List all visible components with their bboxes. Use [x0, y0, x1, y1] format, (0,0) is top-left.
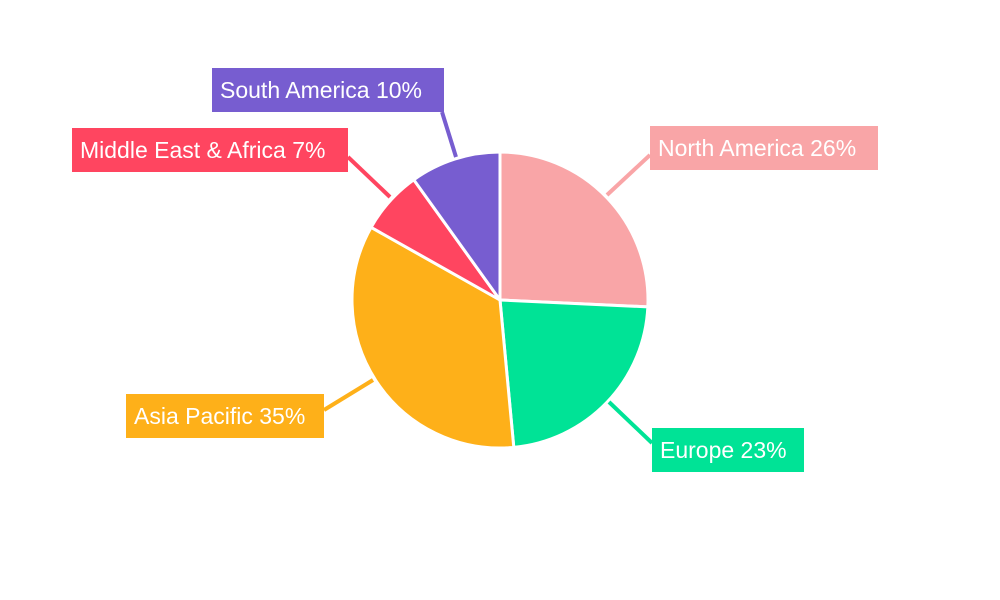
data-label-middle-east-africa: Middle East & Africa 7%: [80, 137, 325, 163]
pie-slice-europe: [498, 298, 650, 449]
label-box-asia-pacific: [126, 394, 324, 438]
label-box-north-america: [650, 126, 878, 170]
data-label-north-america: North America 26%: [658, 135, 856, 161]
data-label-asia-pacific: Asia Pacific 35%: [134, 403, 305, 429]
leader-line-asia-pacific: [322, 378, 375, 412]
pie-slice-south-america: [412, 150, 502, 302]
leader-line-south-america: [440, 111, 458, 158]
pie-slice-asia-pacific: [350, 225, 516, 450]
leader-line-europe: [607, 400, 654, 445]
pie-slice-north-america: [498, 150, 650, 309]
leader-line-north-america: [605, 153, 652, 197]
label-box-middle-east-africa: [72, 128, 348, 172]
data-label-south-america: South America 10%: [220, 77, 422, 103]
label-box-europe: [652, 428, 804, 472]
leader-line-middle-east-africa: [346, 155, 392, 199]
data-label-europe: Europe 23%: [660, 437, 787, 463]
label-box-south-america: [212, 68, 444, 112]
